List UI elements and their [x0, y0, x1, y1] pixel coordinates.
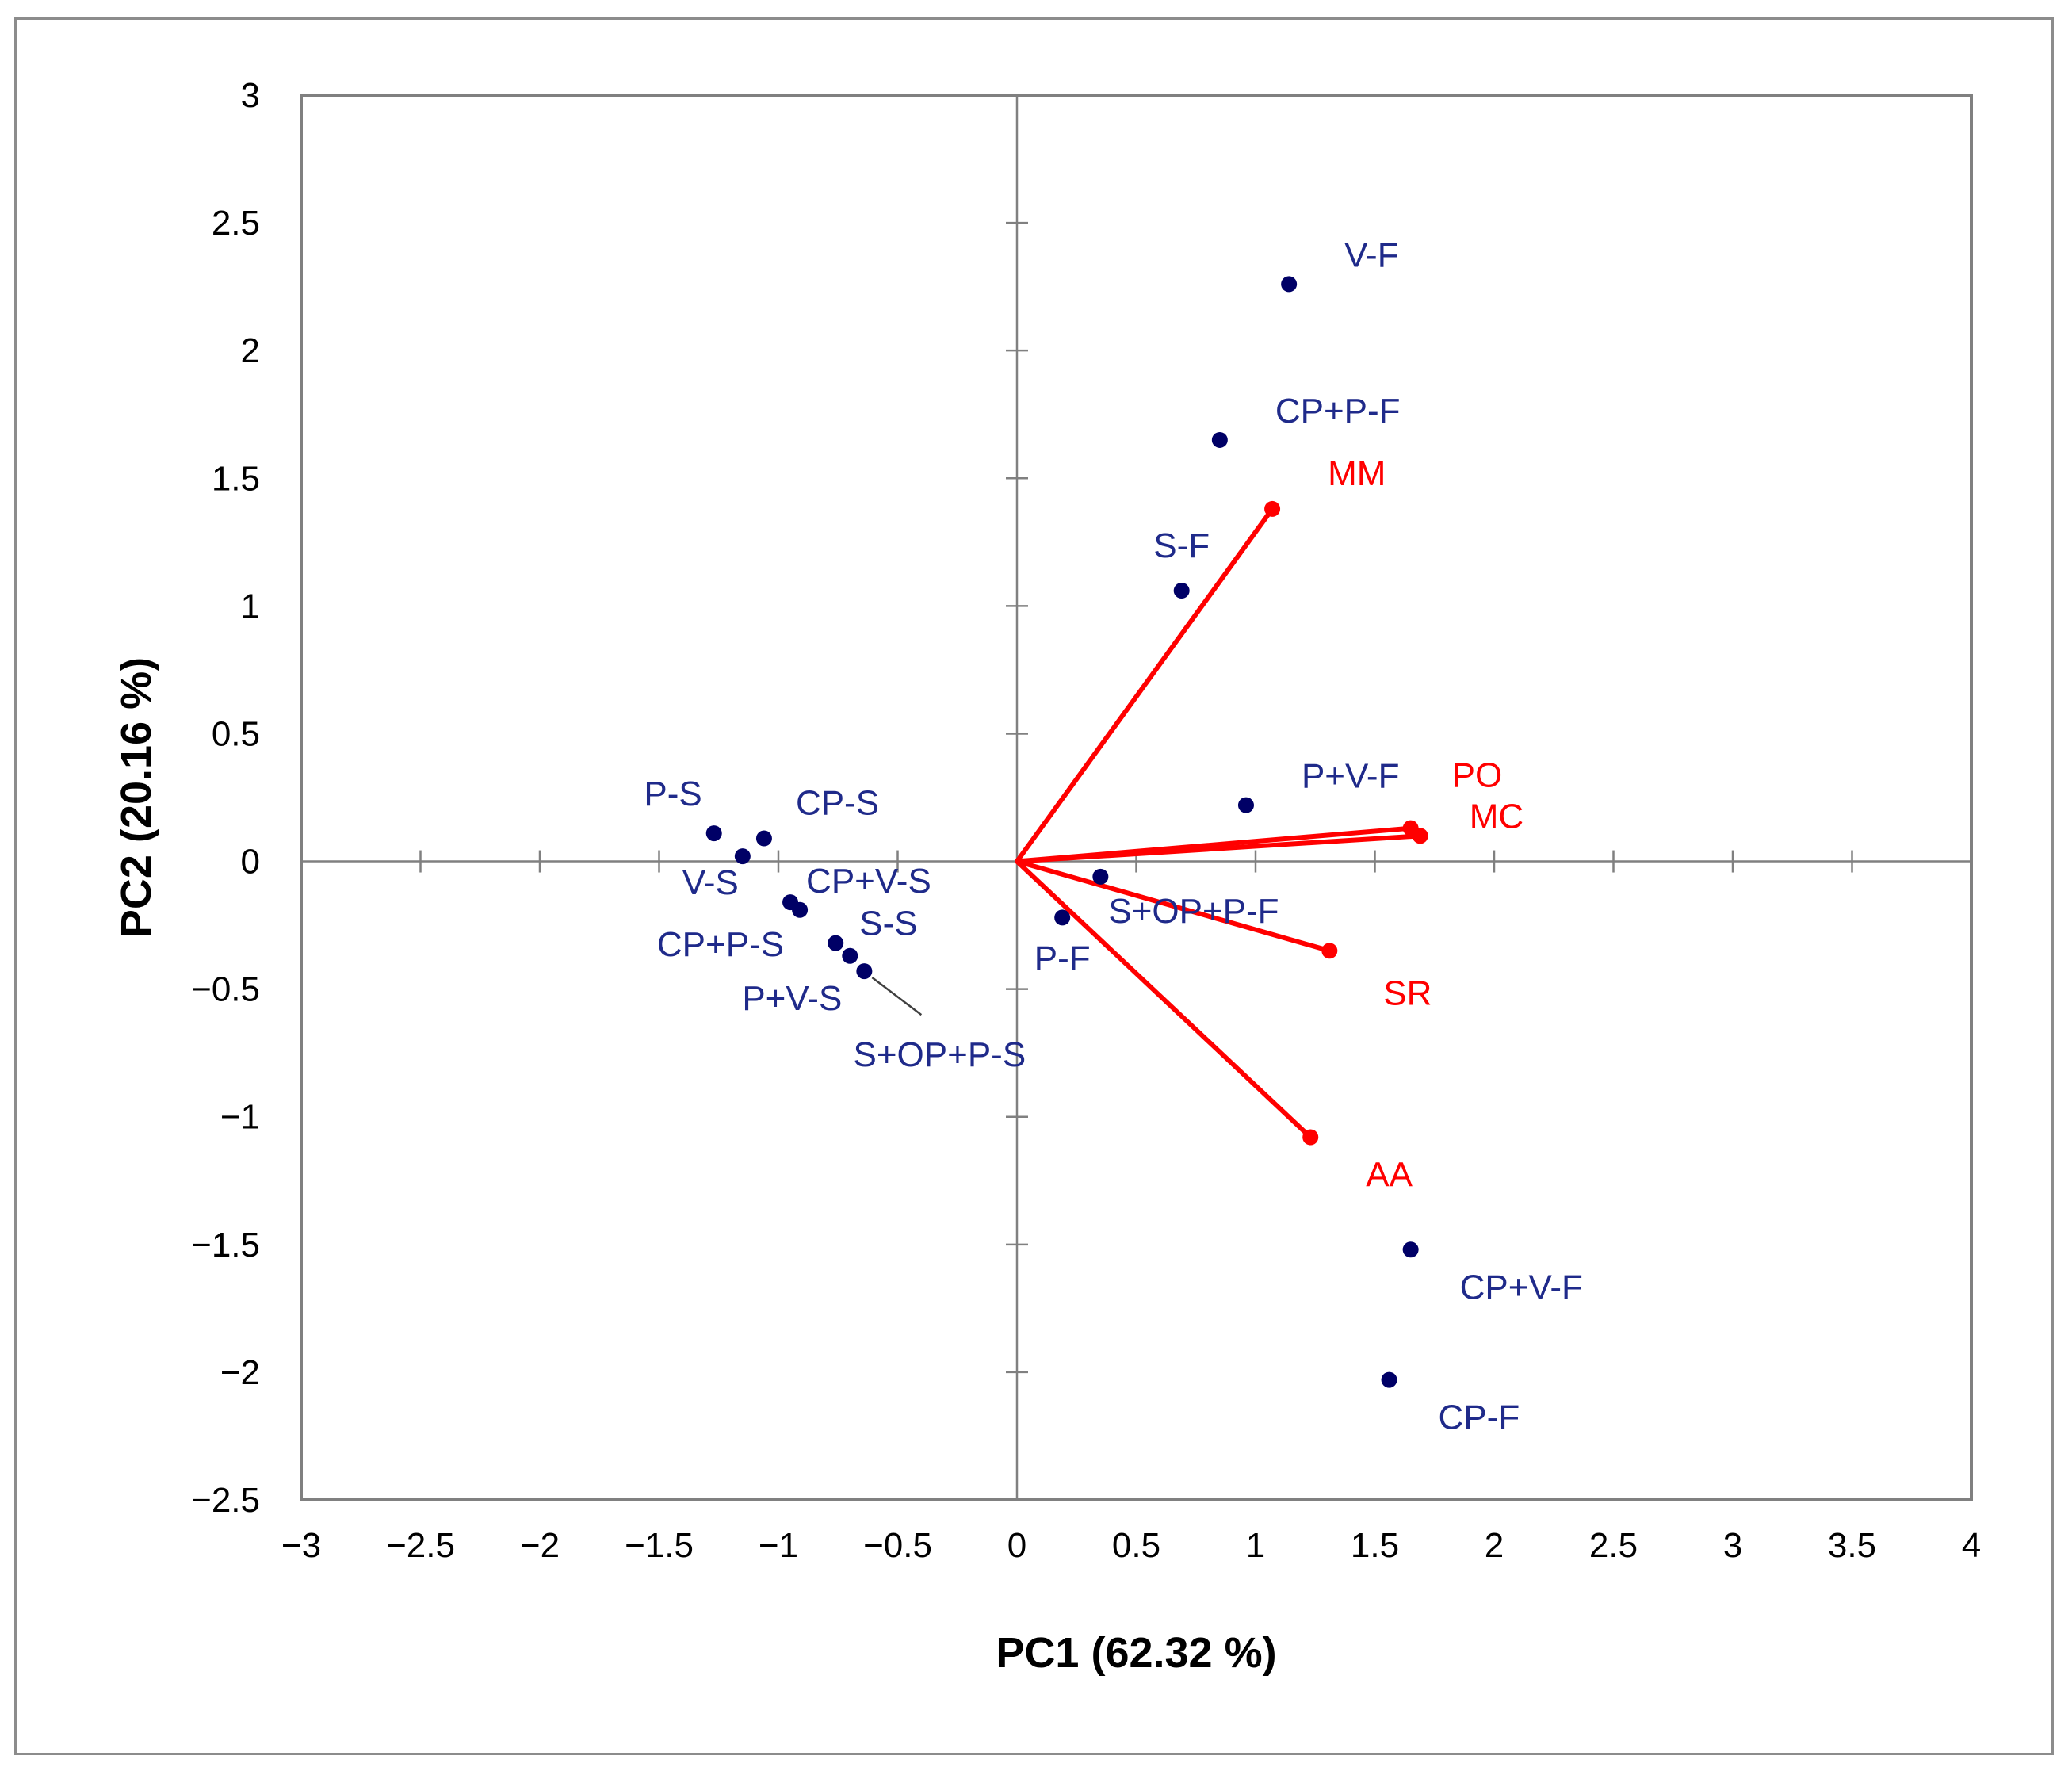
x-tick-label: 2.5 [1589, 1526, 1638, 1565]
y-tick-label: −1.5 [191, 1226, 260, 1264]
loading-vector-aa [1015, 859, 1313, 1140]
x-tick-label: 3.5 [1828, 1526, 1876, 1565]
x-tick-label: 0.5 [1112, 1526, 1160, 1565]
y-tick-label: −2 [220, 1353, 260, 1392]
score-point-s-plus-op-plus-p-s [856, 963, 873, 980]
point-label-s-f: S-F [1153, 526, 1210, 565]
x-tick-label: 1.5 [1351, 1526, 1399, 1565]
x-tick-label: 1 [1246, 1526, 1265, 1565]
x-tick-label: −1 [759, 1526, 798, 1565]
loading-vectors-group [1015, 500, 1428, 1146]
y-axis-title: PC2 (20.16 %) [113, 657, 160, 938]
score-point-s-f [1173, 583, 1190, 599]
y-tick-label: 1 [241, 587, 260, 625]
score-point-s-s [828, 935, 844, 951]
score-point-cp-plus-p-f [1211, 431, 1228, 448]
score-point-p-s [705, 825, 722, 842]
loading-vector-tip-mc [1412, 828, 1428, 844]
score-point-v-s [734, 848, 751, 865]
plot-area-border [300, 94, 1973, 1501]
x-tick-label: −1.5 [625, 1526, 694, 1565]
y-tick-label: 0.5 [212, 714, 260, 753]
point-label-cp-plus-v-f: CP+V-F [1460, 1268, 1583, 1306]
x-axis-title: PC1 (62.32 %) [996, 1629, 1276, 1677]
point-label-p-plus-v-s: P+V-S [742, 979, 842, 1018]
point-label-p-s: P-S [644, 775, 701, 813]
axes-group: −3 −2.5 −2 −1.5 −1 −0.5 0 0.5 1 1.5 2 2.5 3 3.5 4 −2.5 −… [113, 76, 1981, 1677]
y-tick-label: 3 [241, 76, 260, 115]
vector-label-sr: SR [1383, 974, 1432, 1012]
loading-vector-mc [1015, 833, 1423, 864]
y-tick-label: 2.5 [212, 204, 260, 243]
point-label-p-f: P-F [1034, 939, 1091, 977]
x-tick-label: −2 [520, 1526, 560, 1565]
y-tick-label: 1.5 [212, 459, 260, 498]
point-label-cp-f: CP-F [1439, 1398, 1520, 1437]
y-tick-label: 0 [241, 843, 260, 882]
score-point-p-plus-v-f [1237, 797, 1254, 813]
y-tick-label: 2 [241, 331, 260, 370]
score-point-cp-plus-v-f [1402, 1241, 1419, 1258]
loading-vector-tip-aa [1302, 1129, 1319, 1146]
point-label-s-s: S-S [859, 905, 917, 943]
y-tick-label: −2.5 [191, 1481, 260, 1520]
score-point-s-plus-op-plus-p-f [1092, 868, 1109, 885]
score-point-cp-plus-p-s [792, 901, 809, 918]
y-tick-label: −1 [220, 1098, 260, 1137]
point-label-p-plus-v-f: P+V-F [1302, 757, 1400, 796]
point-label-cp-plus-p-s: CP+P-S [657, 925, 784, 964]
score-point-cp-f [1381, 1371, 1397, 1388]
figure-frame [14, 17, 2054, 1755]
vector-label-po: PO [1452, 756, 1503, 795]
point-label-v-s: V-S [682, 863, 739, 902]
leader-line-s-plus-op-plus-p-s [871, 977, 923, 1016]
x-tick-label: 2 [1485, 1526, 1504, 1565]
point-label-cp-plus-p-f: CP+P-F [1275, 392, 1401, 430]
vector-label-mc: MC [1470, 797, 1523, 836]
vector-label-aa: AA [1366, 1156, 1413, 1195]
loading-vector-mm [1015, 506, 1275, 864]
point-label-s-plus-op-plus-p-f: S+OP+P-F [1108, 892, 1279, 931]
x-tick-label: −0.5 [863, 1526, 932, 1565]
score-point-p-f [1054, 909, 1071, 926]
x-tick-label: −3 [281, 1526, 321, 1565]
y-tick-label: −0.5 [191, 970, 260, 1009]
loading-vector-tip-sr [1321, 943, 1338, 959]
x-tick-label: −2.5 [386, 1526, 455, 1565]
loading-vector-tip-mm [1264, 500, 1281, 517]
vector-label-mm: MM [1328, 454, 1386, 493]
point-label-v-f: V-F [1344, 235, 1398, 274]
point-label-cp-s: CP-S [796, 784, 879, 823]
score-point-cp-s [755, 830, 772, 847]
x-tick-label: 4 [1962, 1526, 1981, 1565]
point-label-cp-plus-v-s: CP+V-S [806, 862, 931, 901]
loading-vector-sr [1015, 859, 1332, 954]
x-tick-label: 3 [1723, 1526, 1742, 1565]
x-tick-label: 0 [1007, 1526, 1026, 1565]
score-points-group [705, 276, 1419, 1388]
score-point-p-plus-v-s [842, 947, 858, 964]
score-point-v-f [1281, 276, 1298, 293]
point-label-s-plus-op-plus-p-s: S+OP+P-S [854, 1035, 1026, 1074]
